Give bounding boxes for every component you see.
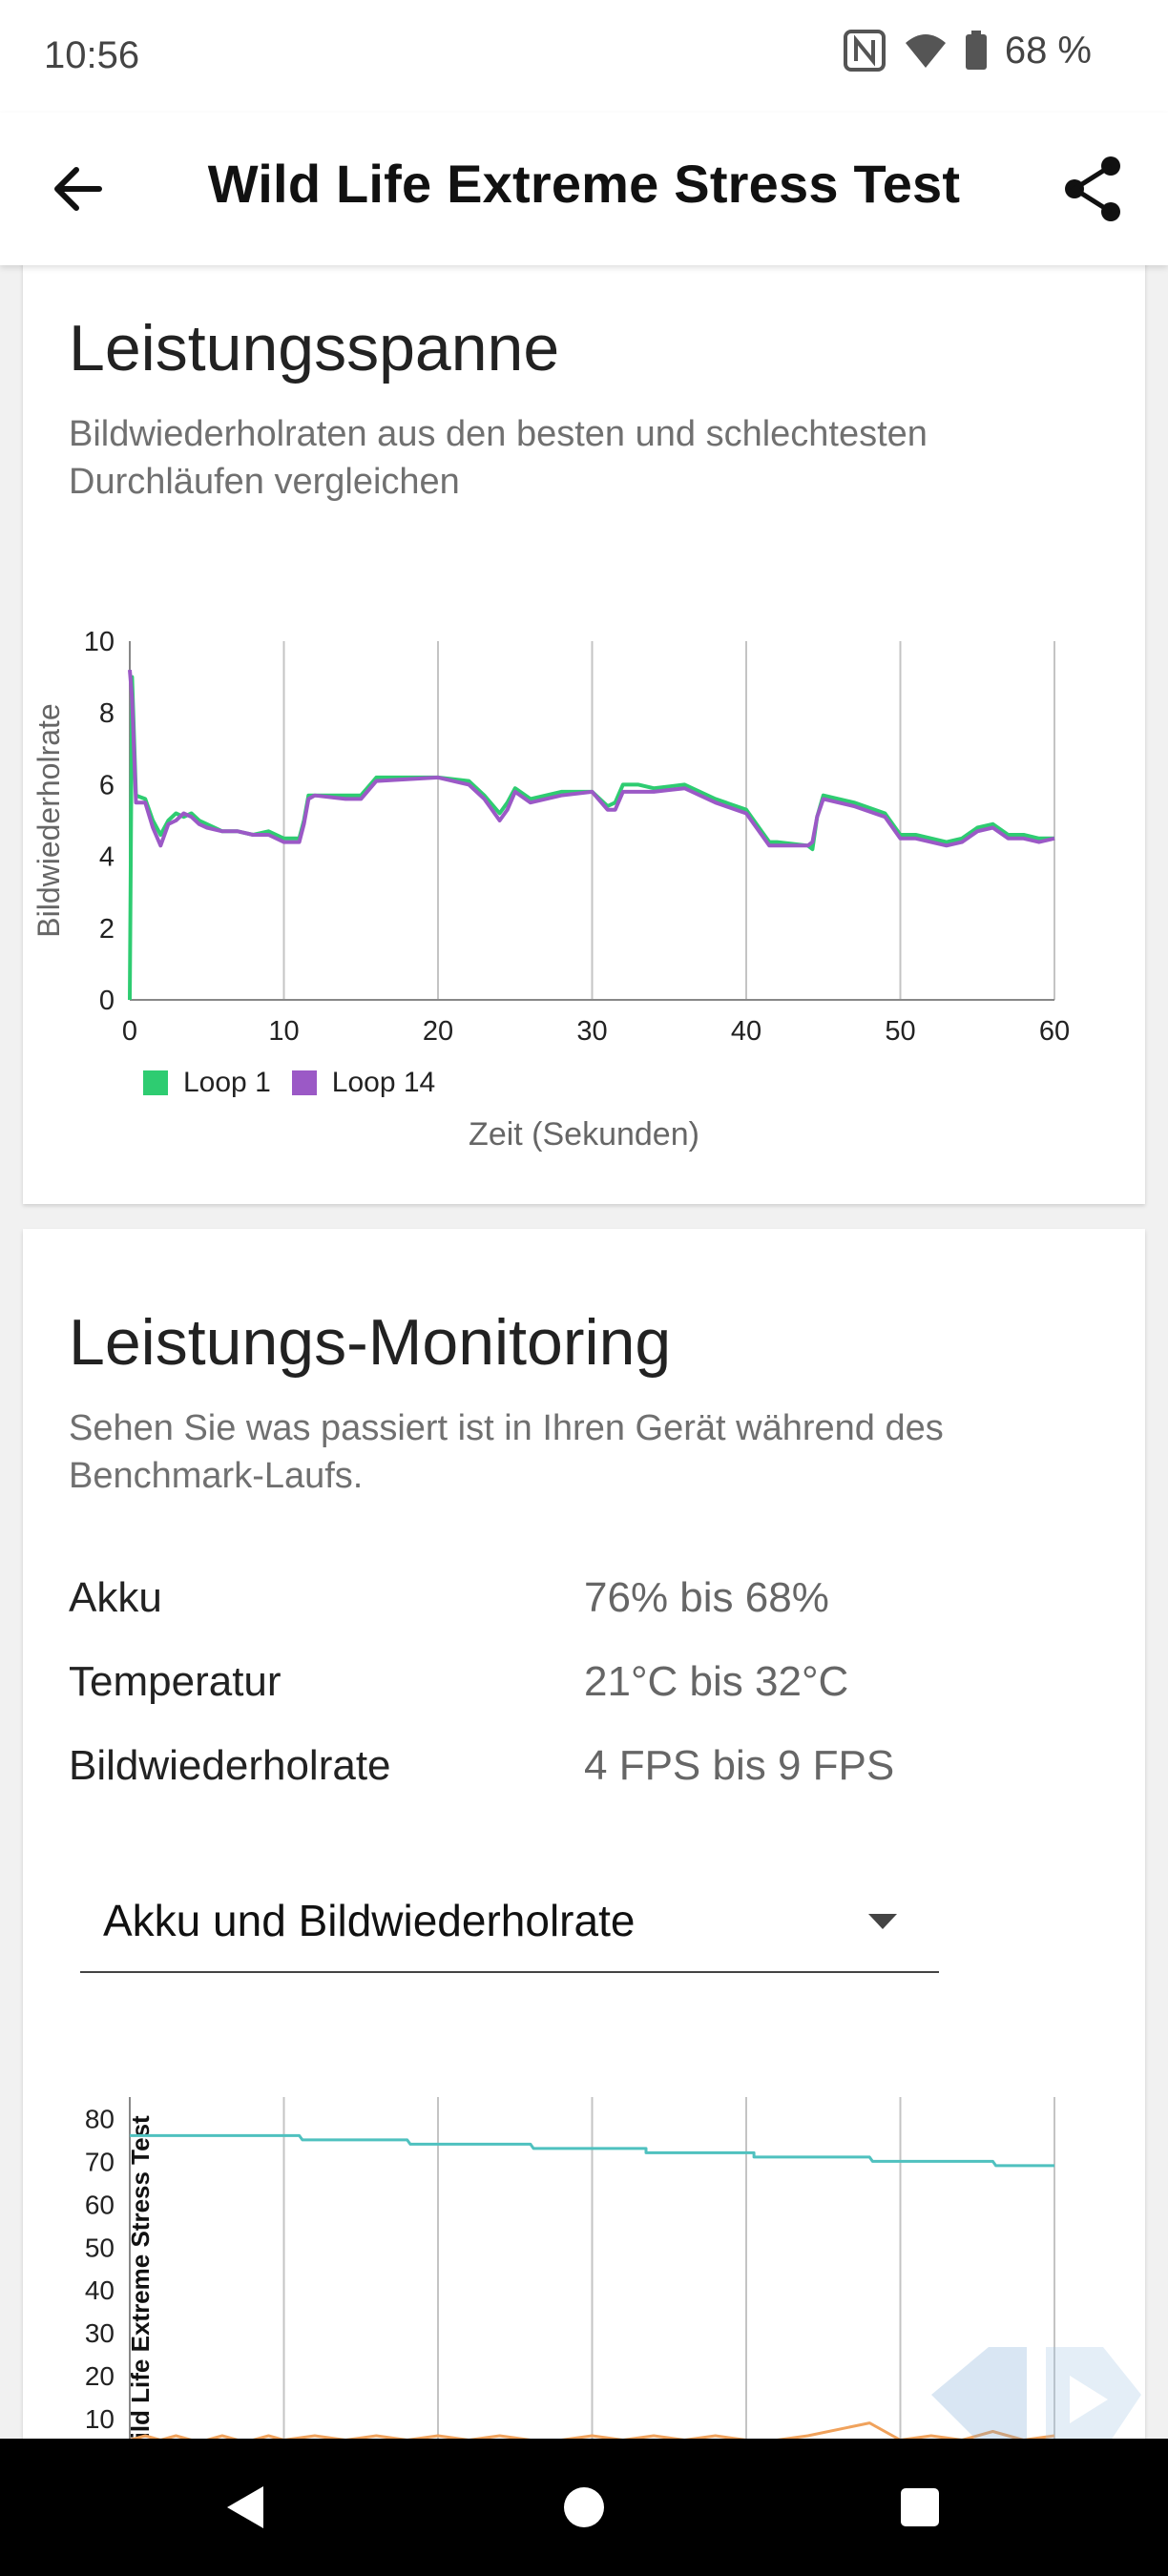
y-tick-label: 4 <box>99 842 115 873</box>
legend-item-loop1[interactable]: Loop 1 <box>143 1067 271 1099</box>
series-framerate-line <box>129 2421 1055 2441</box>
circle-home-icon <box>564 2487 604 2527</box>
dropdown-selected-value: Akku und Bildwiederholrate <box>103 1896 636 1945</box>
x-tick-label: 0 <box>122 1016 137 1047</box>
battery-level: 68 % <box>1004 29 1092 72</box>
y-tick-label: 50 <box>85 2233 115 2262</box>
y-tick-label: 80 <box>85 2104 115 2133</box>
share-button[interactable] <box>1057 153 1130 225</box>
battery-framerate-chart: 10 20 30 40 50 60 70 80 Wild Life Extreme Stress… <box>85 2097 1055 2469</box>
share-icon <box>1065 156 1120 221</box>
series-battery-line <box>130 2133 1054 2168</box>
arrow-back-icon <box>54 167 102 211</box>
page-title: Wild Life Extreme Stress Test <box>207 154 961 214</box>
range-card-subtitle: Bildwiederholraten aus den besten und sc… <box>69 414 928 502</box>
x-axis-title: Zeit (Sekunden) <box>469 1116 699 1153</box>
app-bar: Wild Life Extreme Stress Test <box>0 113 1168 265</box>
y-tick-label: 20 <box>85 2361 115 2391</box>
legend-label: Loop 1 <box>183 1067 271 1098</box>
performance-monitoring-card: Leistungs-Monitoring Sehen Sie was passi… <box>23 1229 1145 2576</box>
stat-label: Akku <box>69 1574 162 1621</box>
triangle-back-icon <box>227 2486 263 2528</box>
legend-swatch <box>143 1070 168 1095</box>
x-tick-label: 60 <box>1039 1016 1070 1047</box>
monitoring-card-subtitle: Sehen Sie was passiert ist in Ihren Gerä… <box>69 1408 944 1496</box>
y-tick-label: 0 <box>99 986 115 1016</box>
y-tick-label: 30 <box>85 2318 115 2348</box>
performance-range-card: Leistungsspanne Bildwiederholraten aus d… <box>23 258 1145 1204</box>
stat-label: Temperatur <box>69 1658 282 1705</box>
square-recents-icon <box>901 2488 939 2526</box>
series-loop1-line <box>128 675 1054 1001</box>
y-tick-label: 10 <box>84 627 115 657</box>
watermark-logo <box>931 2347 1141 2452</box>
stat-value: 21°C bis 32°C <box>584 1658 849 1705</box>
y-tick-label: 6 <box>99 770 115 800</box>
chart-legend: Loop 1 Loop 14 <box>143 1067 456 1099</box>
status-icons: 4 68 % <box>843 29 1092 73</box>
system-navigation-bar <box>0 2439 1168 2576</box>
series-loop14-line <box>128 669 1055 848</box>
legend-swatch <box>291 1070 317 1095</box>
nfc-icon <box>843 29 886 73</box>
y-tick-label: 60 <box>85 2190 115 2219</box>
frame-rate-range-chart: 0 10 20 30 40 50 60 0 2 4 6 8 10 Bildwiederholrate <box>31 627 1070 1047</box>
back-button[interactable] <box>44 155 113 223</box>
battery-icon <box>965 31 988 71</box>
nav-back-button[interactable] <box>212 2473 281 2542</box>
status-time: 10:56 <box>44 34 140 76</box>
y-axis-title: Bildwiederholrate <box>31 703 66 937</box>
y-tick-label: 2 <box>99 914 115 945</box>
x-tick-label: 20 <box>423 1016 453 1047</box>
x-tick-label: 50 <box>885 1016 915 1047</box>
x-tick-label: 10 <box>268 1016 299 1047</box>
y-tick-label: 10 <box>85 2404 115 2434</box>
stat-value: 76% bis 68% <box>584 1574 829 1621</box>
nav-recents-button[interactable] <box>886 2473 954 2542</box>
nav-home-button[interactable] <box>550 2473 618 2542</box>
range-card-title: Leistungsspanne <box>69 312 560 384</box>
legend-item-loop14[interactable]: Loop 14 <box>291 1067 436 1099</box>
monitoring-card-title: Leistungs-Monitoring <box>69 1306 672 1379</box>
dropdown-arrow-icon <box>868 1914 897 1929</box>
svg-text:4: 4 <box>932 53 939 67</box>
y-tick-label: 40 <box>85 2275 115 2305</box>
y-axis-title: Wild Life Extreme Stress Test <box>126 2115 155 2462</box>
y-tick-label: 8 <box>99 698 115 729</box>
legend-label: Loop 14 <box>331 1067 436 1098</box>
stat-label: Bildwiederholrate <box>69 1742 391 1789</box>
y-tick-label: 70 <box>85 2147 115 2176</box>
x-tick-label: 40 <box>731 1016 761 1047</box>
wifi-icon: 4 <box>904 31 948 70</box>
status-bar: 10:56 4 68 % <box>0 0 1168 113</box>
chart-type-dropdown[interactable]: Akku und Bildwiederholrate <box>80 1878 939 1973</box>
stat-value: 4 FPS bis 9 FPS <box>584 1742 895 1789</box>
x-tick-label: 30 <box>576 1016 607 1047</box>
